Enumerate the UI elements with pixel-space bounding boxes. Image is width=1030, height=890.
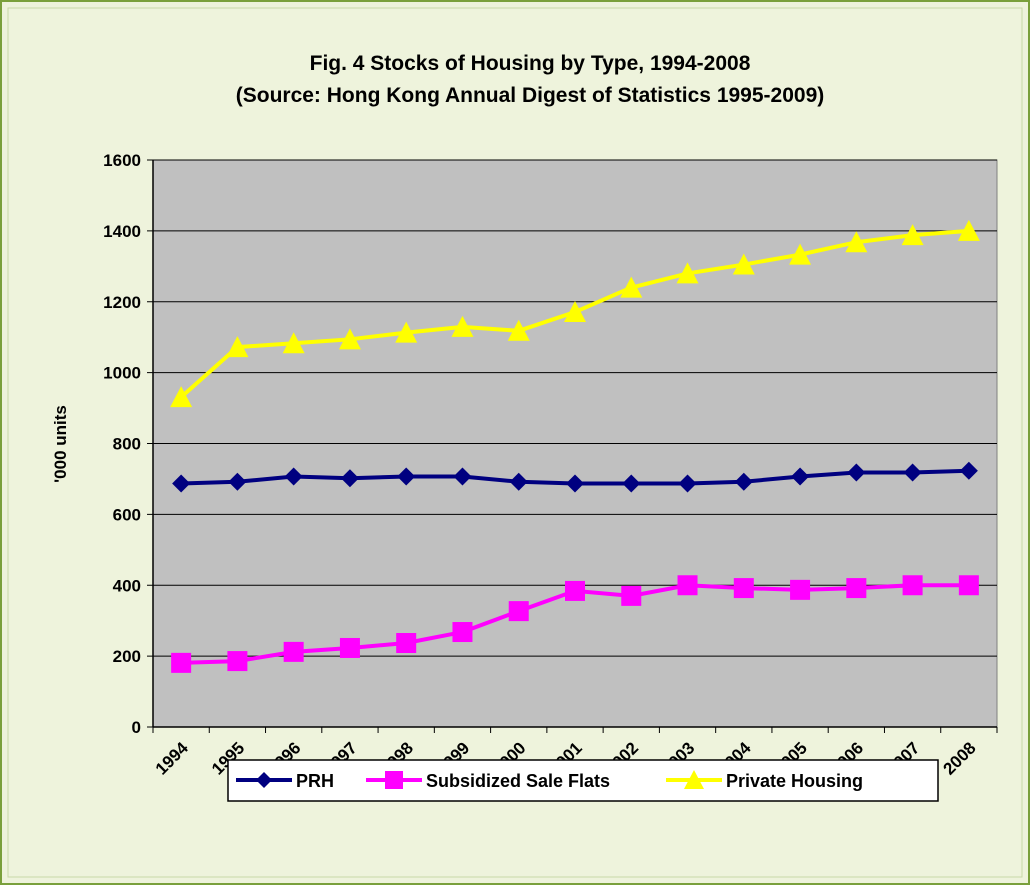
y-tick-label: 1400	[103, 222, 141, 241]
marker	[901, 224, 924, 246]
marker	[453, 467, 472, 486]
marker	[678, 474, 697, 493]
marker	[847, 463, 866, 482]
legend-box	[227, 759, 939, 802]
marker	[507, 319, 530, 341]
marker	[340, 469, 359, 488]
marker	[509, 472, 528, 491]
y-tick-label: 1200	[103, 293, 141, 312]
marker	[958, 575, 979, 596]
marker	[397, 467, 416, 486]
y-tick-label: 600	[113, 505, 141, 524]
marker	[228, 472, 247, 491]
chart-title: Fig. 4 Stocks of Housing by Type, 1994-2…	[310, 52, 751, 75]
marker	[395, 321, 418, 343]
y-tick-label: 200	[113, 647, 141, 666]
marker	[396, 633, 417, 654]
marker	[256, 772, 272, 788]
marker	[385, 771, 403, 789]
marker	[959, 461, 978, 480]
marker	[733, 578, 754, 599]
legend-label: Private Housing	[726, 771, 863, 791]
y-tick-label: 800	[113, 435, 141, 454]
y-tick-label: 1600	[103, 151, 141, 170]
marker	[508, 601, 529, 622]
y-tick-label: 400	[113, 576, 141, 595]
marker	[451, 315, 474, 337]
marker	[339, 637, 360, 658]
marker	[227, 651, 248, 672]
marker	[676, 262, 699, 284]
marker	[621, 585, 642, 606]
marker	[226, 336, 249, 358]
marker	[902, 575, 923, 596]
marker	[171, 652, 192, 673]
marker	[564, 301, 586, 323]
chart-subtitle: (Source: Hong Kong Annual Digest of Stat…	[236, 84, 825, 107]
marker	[732, 253, 755, 275]
marker	[283, 641, 304, 662]
marker	[565, 580, 585, 601]
marker	[845, 231, 868, 253]
marker	[957, 219, 980, 241]
marker	[620, 276, 643, 298]
y-tick-label: 1000	[103, 364, 141, 383]
marker	[172, 474, 191, 493]
y-tick-label: 0	[132, 718, 141, 737]
legend-label: PRH	[296, 771, 334, 791]
marker	[677, 575, 698, 596]
legend-label: Subsidized Sale Flats	[426, 771, 610, 791]
marker	[791, 467, 810, 486]
marker	[622, 474, 641, 493]
marker	[170, 386, 193, 408]
marker	[566, 474, 584, 493]
marker	[684, 770, 704, 789]
marker	[338, 328, 361, 350]
marker	[284, 467, 303, 486]
frame	[7, 7, 1023, 878]
marker	[903, 463, 922, 482]
marker	[282, 332, 305, 354]
marker	[790, 579, 811, 600]
marker	[734, 472, 753, 491]
y-axis-label: '000 units	[51, 405, 70, 483]
marker	[452, 622, 473, 643]
marker	[789, 243, 812, 265]
marker	[846, 578, 867, 599]
